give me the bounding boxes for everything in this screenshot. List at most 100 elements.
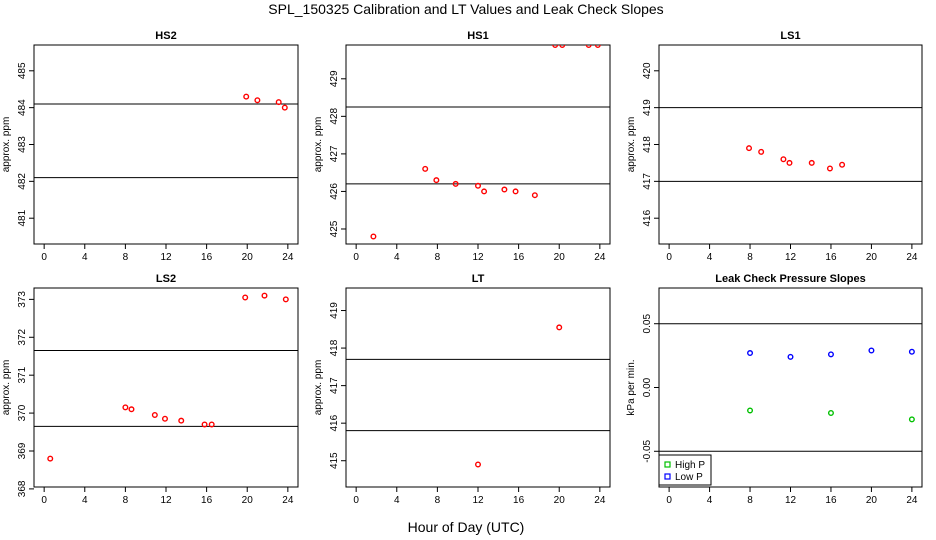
data-point [501, 186, 508, 193]
panel-title: HS1 [467, 30, 488, 42]
x-tick-label: 8 [435, 252, 441, 263]
y-axis-label: kPa per min. [626, 359, 637, 415]
data-point [827, 351, 834, 358]
data-point [242, 294, 249, 301]
y-tick-label: 425 [329, 220, 340, 237]
y-tick-label: 417 [329, 377, 340, 394]
y-tick-label: 481 [17, 209, 28, 226]
panel-title: LT [472, 273, 485, 285]
data-points [746, 145, 846, 172]
data-point [151, 411, 158, 418]
panel-ls1: LS1 approx. ppm 0 4 8 12 16 20 24 416 417 418 419 420 [626, 30, 923, 263]
data-point [481, 188, 488, 195]
x-tick-label: 16 [513, 495, 525, 506]
x-tick-label: 24 [282, 252, 294, 263]
y-tick-label: 417 [642, 173, 653, 190]
data-point [808, 159, 815, 166]
x-tick-label: 16 [513, 252, 525, 263]
data-point [261, 292, 268, 299]
y-tick-label: 372 [17, 328, 28, 345]
x-tick-label: 24 [594, 252, 606, 263]
x-tick-label: 16 [825, 252, 837, 263]
y-axis-label: approx. ppm [1, 360, 12, 416]
data-point [908, 416, 915, 423]
x-axis-label: Hour of Day (UTC) [408, 519, 525, 535]
y-axis-label: approx. ppm [313, 360, 324, 416]
data-point [254, 97, 261, 104]
data-point [786, 159, 793, 166]
y-tick-label: 427 [329, 145, 340, 162]
x-tick-label: 8 [123, 495, 129, 506]
y-tick-label: 429 [329, 70, 340, 87]
y-axis-label: approx. ppm [313, 117, 324, 173]
data-point [370, 233, 377, 240]
data-point [282, 296, 289, 303]
data-point [827, 410, 834, 417]
y-tick-label: 373 [17, 291, 28, 308]
data-points [47, 292, 289, 462]
y-tick-label: 370 [17, 404, 28, 421]
y-tick-label: 371 [17, 366, 28, 383]
data-point [747, 350, 754, 357]
data-points [747, 347, 915, 423]
data-point [475, 461, 482, 468]
x-tick-label: 24 [906, 495, 918, 506]
x-tick-label: 4 [707, 252, 713, 263]
panel-ls2: LS2 approx. ppm 0 4 8 12 16 20 24 368 369 370 371 372… [1, 273, 299, 506]
data-point [531, 192, 538, 199]
data-point [178, 417, 185, 424]
data-point [452, 180, 459, 187]
legend-entry: Low P [675, 472, 703, 483]
data-point [780, 156, 787, 163]
x-tick-label: 20 [242, 252, 254, 263]
data-point [556, 324, 563, 331]
x-tick-label: 0 [666, 495, 672, 506]
data-point [161, 415, 168, 422]
x-tick-label: 12 [785, 252, 797, 263]
x-tick-label: 4 [394, 252, 400, 263]
x-tick-label: 0 [41, 495, 47, 506]
data-point [746, 145, 753, 152]
data-point [552, 45, 559, 48]
data-point [122, 404, 129, 411]
x-tick-label: 20 [242, 495, 254, 506]
data-point [128, 406, 135, 413]
data-points [370, 45, 601, 240]
x-tick-label: 12 [472, 495, 484, 506]
x-tick-label: 16 [825, 495, 837, 506]
x-tick-label: 16 [201, 252, 213, 263]
data-point [826, 165, 833, 172]
x-tick-label: 12 [472, 252, 484, 263]
x-tick-label: 4 [394, 495, 400, 506]
x-tick-label: 12 [160, 252, 172, 263]
y-tick-label: 415 [329, 452, 340, 469]
y-tick-label: 369 [17, 442, 28, 459]
data-point [47, 455, 54, 462]
y-tick-label: 416 [642, 209, 653, 226]
y-tick-label: 426 [329, 183, 340, 200]
y-axis-label: approx. ppm [626, 117, 637, 173]
x-tick-label: 8 [123, 252, 129, 263]
plot-frame [345, 44, 611, 245]
panel-title: LS2 [156, 273, 176, 285]
data-points [243, 93, 288, 111]
x-tick-label: 16 [201, 495, 213, 506]
legend-swatch [664, 461, 671, 468]
x-tick-label: 0 [666, 252, 672, 263]
y-tick-label: 418 [329, 339, 340, 356]
y-tick-label: 420 [642, 62, 653, 79]
y-tick-label: 419 [642, 99, 653, 116]
data-point [433, 177, 440, 184]
data-point [512, 188, 519, 195]
data-point [758, 148, 765, 155]
data-point [559, 45, 566, 48]
x-tick-label: 4 [707, 495, 713, 506]
legend-box [658, 454, 712, 486]
y-tick-label: 485 [17, 62, 28, 79]
data-point [868, 347, 875, 354]
panel-hs2: HS2 approx. ppm 0 4 8 12 16 20 24 481 482 483 484 485 [1, 30, 299, 263]
x-tick-label: 4 [82, 495, 88, 506]
